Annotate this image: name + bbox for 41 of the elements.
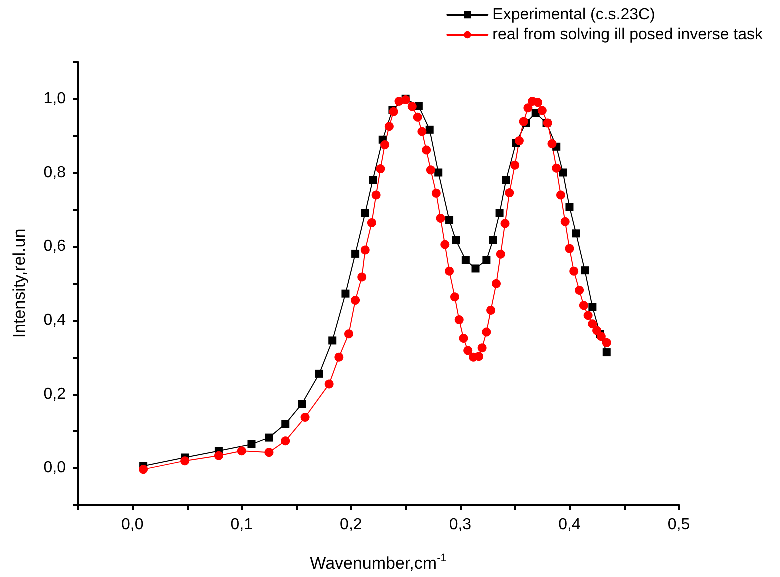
point [369,176,378,184]
point [462,256,470,264]
point [282,420,290,428]
y-tick-label: 0,2 [44,386,66,403]
y-tick-label: 0,0 [44,460,66,477]
point [452,236,460,244]
x-tick-label: 0,0 [122,516,144,534]
point [602,348,611,357]
x-tick-label: 0,2 [340,516,362,534]
x-tick-label: 0,3 [449,516,472,534]
point [566,203,574,212]
point [581,266,590,275]
point [434,168,443,177]
legend-label: Experimental (c.s.23C) [492,6,656,24]
point [496,209,504,218]
point [328,336,337,345]
point [489,236,498,244]
y-tick-label: 0,4 [44,312,66,329]
point [559,168,568,177]
point [265,434,274,442]
x-tick-label: 0,5 [668,516,690,534]
point [248,440,256,448]
point [502,176,510,184]
point [342,290,350,298]
y-axis-title: Intensity,rel.un [10,228,29,338]
x-tick-label: 0,4 [558,516,581,534]
legend-label: real from solving ill posed inverse task [492,26,764,44]
y-tick-label: 1,0 [44,90,66,108]
point [352,250,360,258]
point [315,370,324,378]
point [446,216,454,224]
point [588,303,597,312]
y-tick-label: 0,8 [44,164,66,182]
point [572,230,580,238]
point [426,126,434,134]
point [482,256,491,264]
x-tick-label: 0,1 [230,516,254,534]
point [298,400,306,408]
point [361,209,370,218]
y-tick-label: 0,6 [44,238,66,256]
point [472,264,480,273]
